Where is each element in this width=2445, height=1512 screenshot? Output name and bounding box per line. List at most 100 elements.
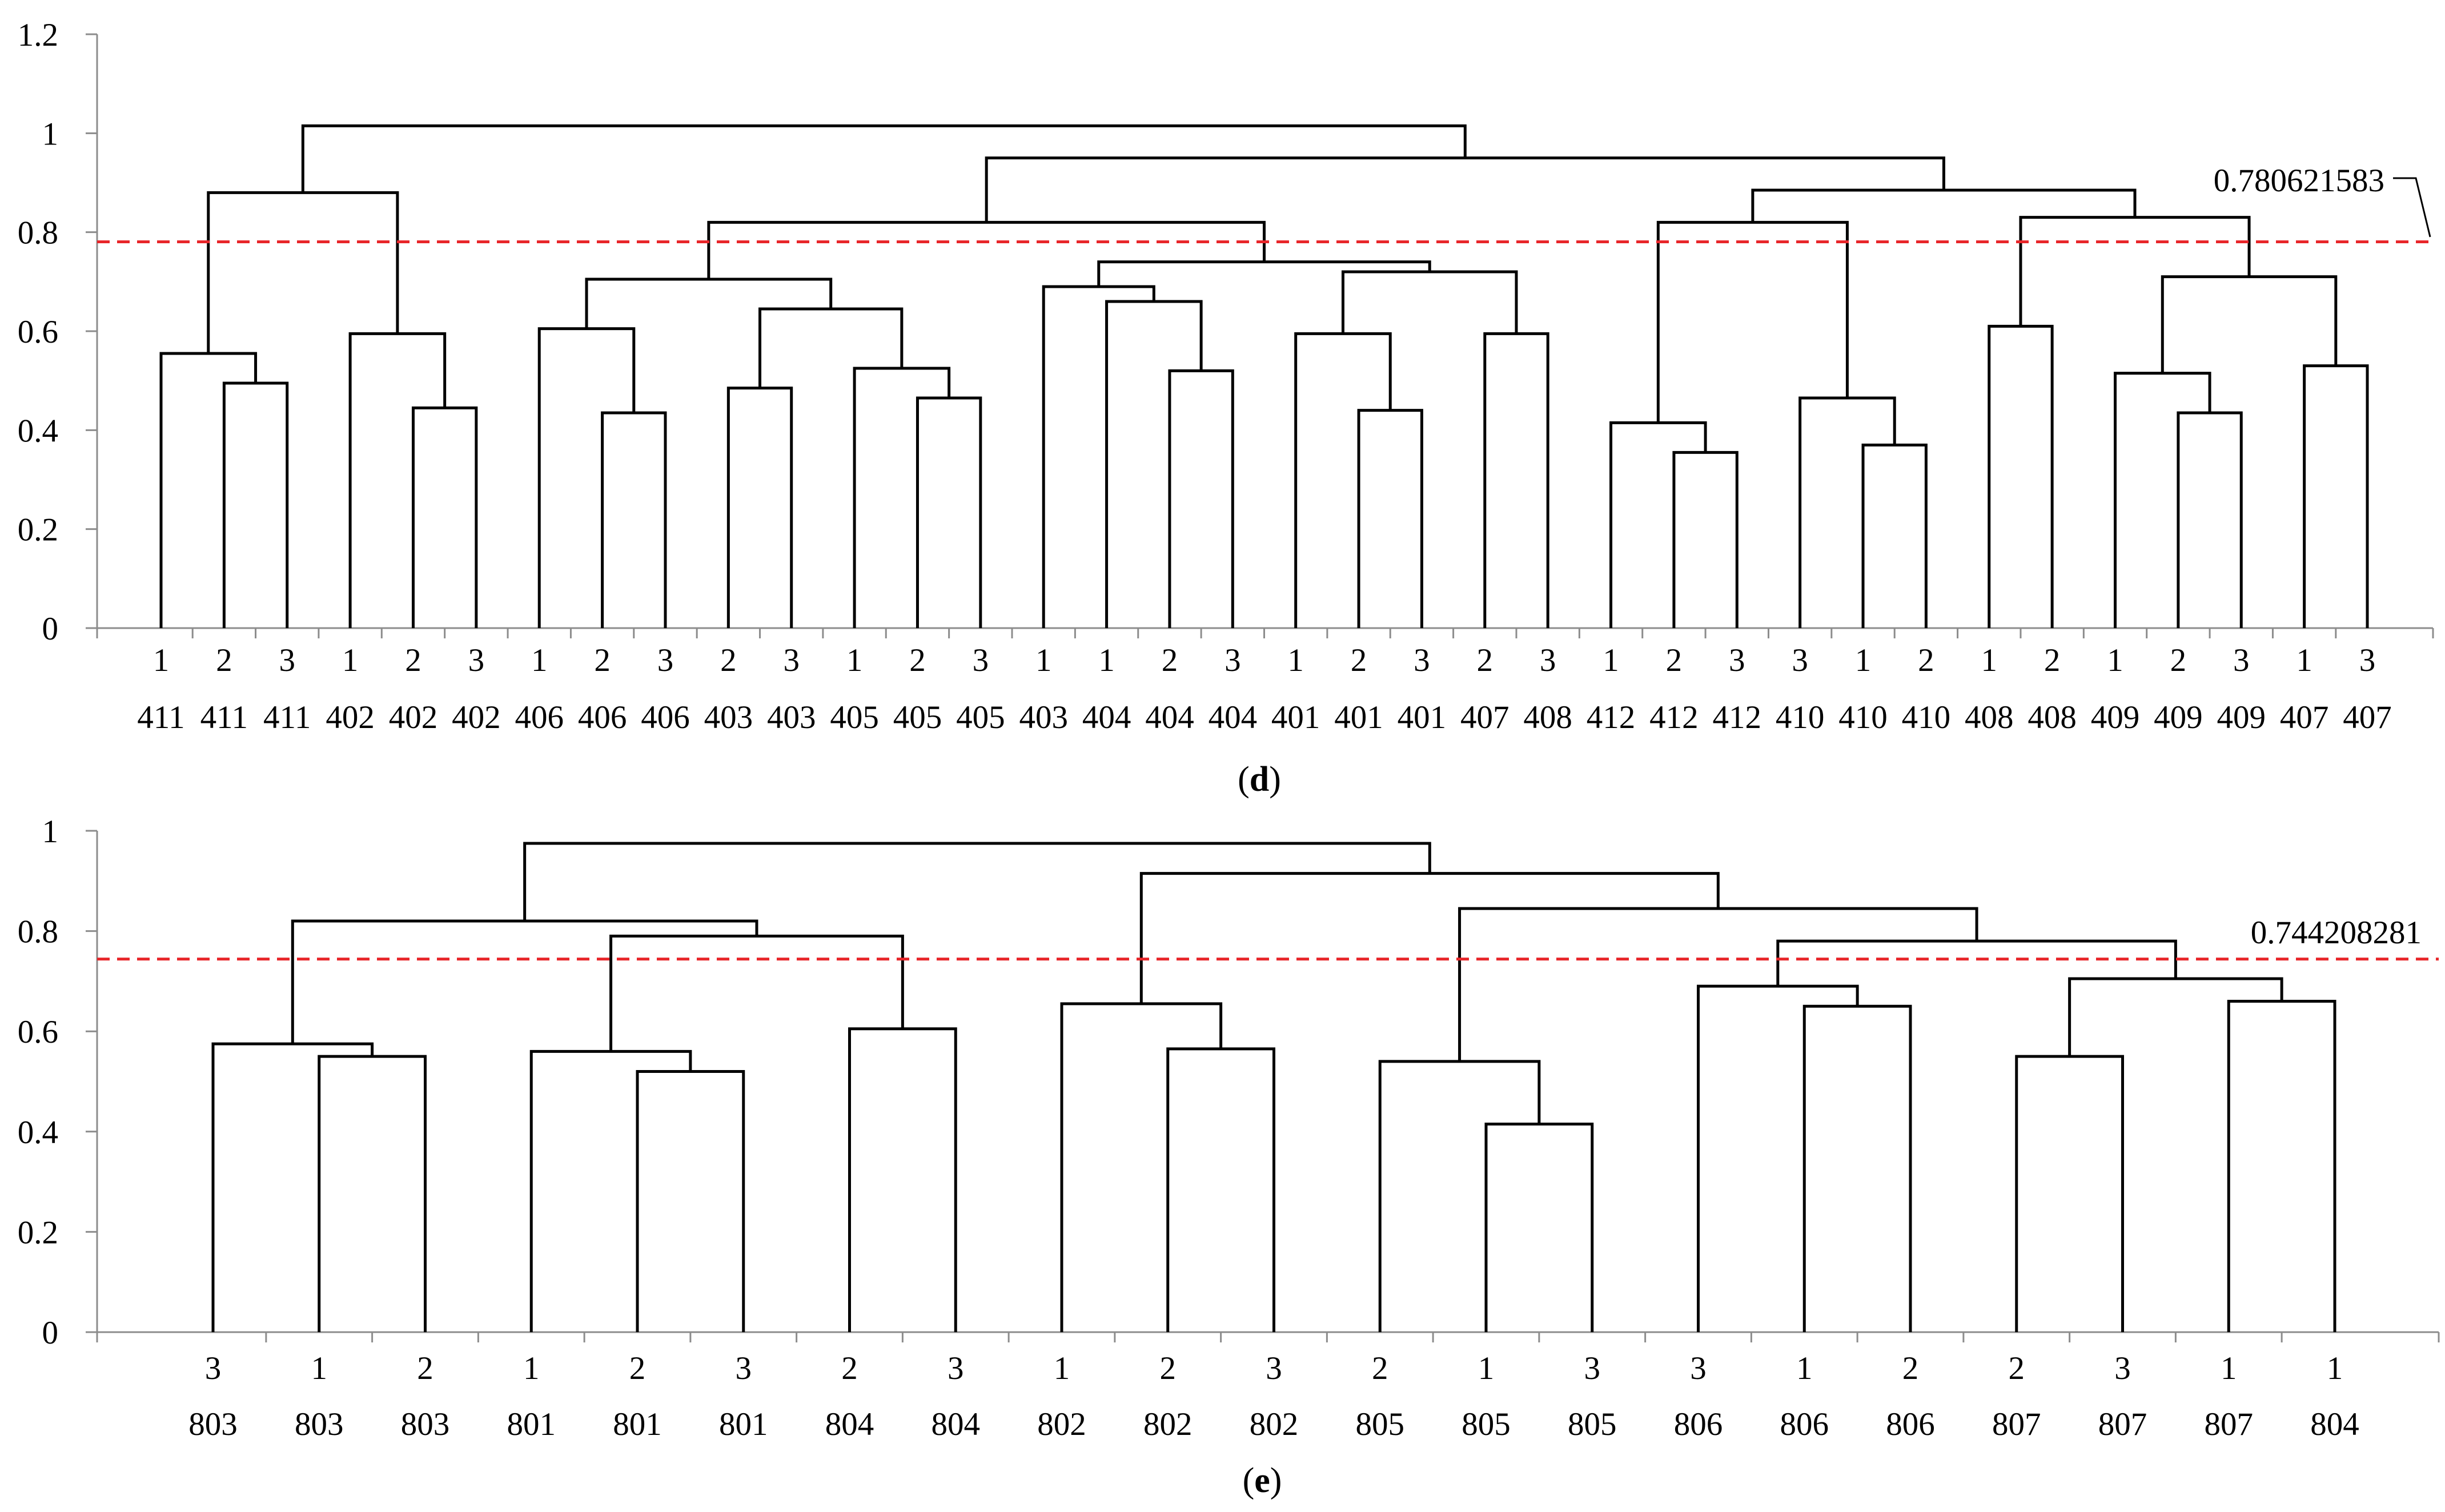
dendrogram-link <box>609 934 904 1052</box>
leaf-label-sample: 802 <box>1037 1406 1086 1442</box>
leaf-label-replicate: 1 <box>2296 642 2312 678</box>
dendrogram-link <box>1294 332 1392 628</box>
leaf-label-replicate: 1 <box>342 642 359 678</box>
leaf-label-sample: 804 <box>932 1406 981 1442</box>
dendrogram-link <box>1341 270 1518 334</box>
leaf-label-sample: 806 <box>1780 1406 1829 1442</box>
leaf-label-replicate: 1 <box>2221 1350 2237 1386</box>
leaf-label-sample: 807 <box>2098 1406 2147 1442</box>
leaf-label-replicate: 1 <box>153 642 170 678</box>
leaf-label-sample: 408 <box>2028 699 2077 735</box>
leaf-label-replicate: 2 <box>720 642 737 678</box>
leaf-label-replicate: 3 <box>468 642 485 678</box>
leaf-label-sample: 411 <box>137 699 184 735</box>
leaf-label-replicate: 3 <box>1224 642 1241 678</box>
leaf-label-replicate: 2 <box>1351 642 1367 678</box>
leaf-label-sample: 408 <box>1523 699 1572 735</box>
leaf-label-sample: 405 <box>956 699 1005 735</box>
leaf-label-sample: 803 <box>188 1406 238 1442</box>
leaf-label-replicate: 2 <box>2009 1350 2025 1386</box>
leaf-label-sample: 407 <box>2280 699 2329 735</box>
dendrogram-link <box>411 406 478 628</box>
leaf-label-sample: 403 <box>704 699 753 735</box>
leaf-label-replicate: 3 <box>205 1350 222 1386</box>
dendrogram-link <box>318 1055 427 1332</box>
leaf-label-replicate: 3 <box>948 1350 964 1386</box>
dendrogram-link <box>348 332 447 628</box>
leaf-label-replicate: 1 <box>1855 642 1872 678</box>
leaf-label-replicate: 3 <box>2114 1350 2131 1386</box>
dendrogram-link <box>523 842 1431 922</box>
leaf-label-replicate: 1 <box>1035 642 1052 678</box>
leaf-label-sample: 412 <box>1587 699 1636 735</box>
caption-paren-open: ( <box>1238 760 1250 799</box>
leaf-label-sample: 803 <box>295 1406 344 1442</box>
leaf-label-sample: 401 <box>1271 699 1320 735</box>
leaf-label-replicate: 1 <box>1603 642 1619 678</box>
leaf-label-sample: 405 <box>893 699 942 735</box>
leaf-label-sample: 411 <box>263 699 311 735</box>
leaf-label-sample: 404 <box>1209 699 1258 735</box>
leaf-label-sample: 405 <box>830 699 879 735</box>
panel-caption: (e) <box>1243 1461 1282 1500</box>
leaf-label-sample: 411 <box>200 699 248 735</box>
threshold-label: 0.744208281 <box>2251 915 2422 951</box>
leaf-label-sample: 407 <box>2343 699 2392 735</box>
leaf-label-replicate: 3 <box>279 642 295 678</box>
leaf-label-sample: 804 <box>2310 1406 2359 1442</box>
dendrogram-link <box>916 396 982 628</box>
leaf-label-sample: 409 <box>2091 699 2140 735</box>
y-tick-label: 0.6 <box>18 314 58 350</box>
y-tick-label: 0.8 <box>18 914 58 950</box>
dendrogram-link <box>1798 396 1896 628</box>
leaf-label-replicate: 1 <box>531 642 548 678</box>
dendrogram-link <box>222 381 289 628</box>
leaf-label-replicate: 3 <box>1729 642 1745 678</box>
dendrogram-link <box>2161 275 2338 373</box>
dendrogram-link <box>301 124 1467 193</box>
y-tick-label: 0.2 <box>18 512 58 548</box>
dendrogram-link <box>1139 872 1720 1004</box>
leaf-label-replicate: 2 <box>594 642 611 678</box>
leaf-label-replicate: 2 <box>909 642 926 678</box>
leaf-label-sample: 802 <box>1250 1406 1299 1442</box>
dendrogram-link <box>1656 220 1849 423</box>
leaf-label-replicate: 3 <box>657 642 674 678</box>
leaf-label-sample: 404 <box>1082 699 1131 735</box>
leaf-label-sample: 801 <box>719 1406 768 1442</box>
dendrogram-link <box>2303 364 2369 628</box>
leaf-label-sample: 408 <box>1965 699 2014 735</box>
leaf-label-sample: 806 <box>1674 1406 1723 1442</box>
y-tick-label: 1 <box>42 814 59 850</box>
leaf-label-replicate: 1 <box>1478 1350 1495 1386</box>
leaf-label-sample: 409 <box>2217 699 2266 735</box>
leaf-label-replicate: 2 <box>216 642 232 678</box>
dendrogram-link <box>1802 1004 1912 1332</box>
dendrogram-link <box>848 1027 957 1332</box>
leaf-label-replicate: 2 <box>1666 642 1683 678</box>
dendrogram-link <box>2177 411 2243 628</box>
leaf-label-sample: 406 <box>641 699 690 735</box>
dendrogram-link <box>1166 1047 1275 1332</box>
leaf-label-sample: 402 <box>389 699 438 735</box>
dendrogram-link <box>585 278 833 329</box>
dendrogram-link <box>1060 1002 1223 1332</box>
leaf-label-replicate: 3 <box>1792 642 1808 678</box>
dendrogram-link <box>1357 409 1423 628</box>
leaf-label-sample: 805 <box>1462 1406 1511 1442</box>
leaf-label-replicate: 3 <box>2233 642 2250 678</box>
y-tick-label: 0 <box>42 611 59 647</box>
leaf-label-replicate: 2 <box>1372 1350 1388 1386</box>
threshold-leader-line <box>2393 177 2431 238</box>
dendrogram-link <box>207 191 399 353</box>
leaf-label-replicate: 2 <box>1902 1350 1919 1386</box>
caption-paren-close: ) <box>1269 760 1281 799</box>
leaf-label-sample: 401 <box>1398 699 1447 735</box>
leaf-label-replicate: 2 <box>2044 642 2061 678</box>
y-tick-label: 0.2 <box>18 1215 58 1250</box>
leaf-label-replicate: 2 <box>1162 642 1178 678</box>
caption-paren-close: ) <box>1270 1461 1282 1500</box>
y-tick-label: 0.8 <box>18 215 58 251</box>
dendrogram-link <box>601 411 667 628</box>
dendrogram-link <box>1861 443 1928 628</box>
